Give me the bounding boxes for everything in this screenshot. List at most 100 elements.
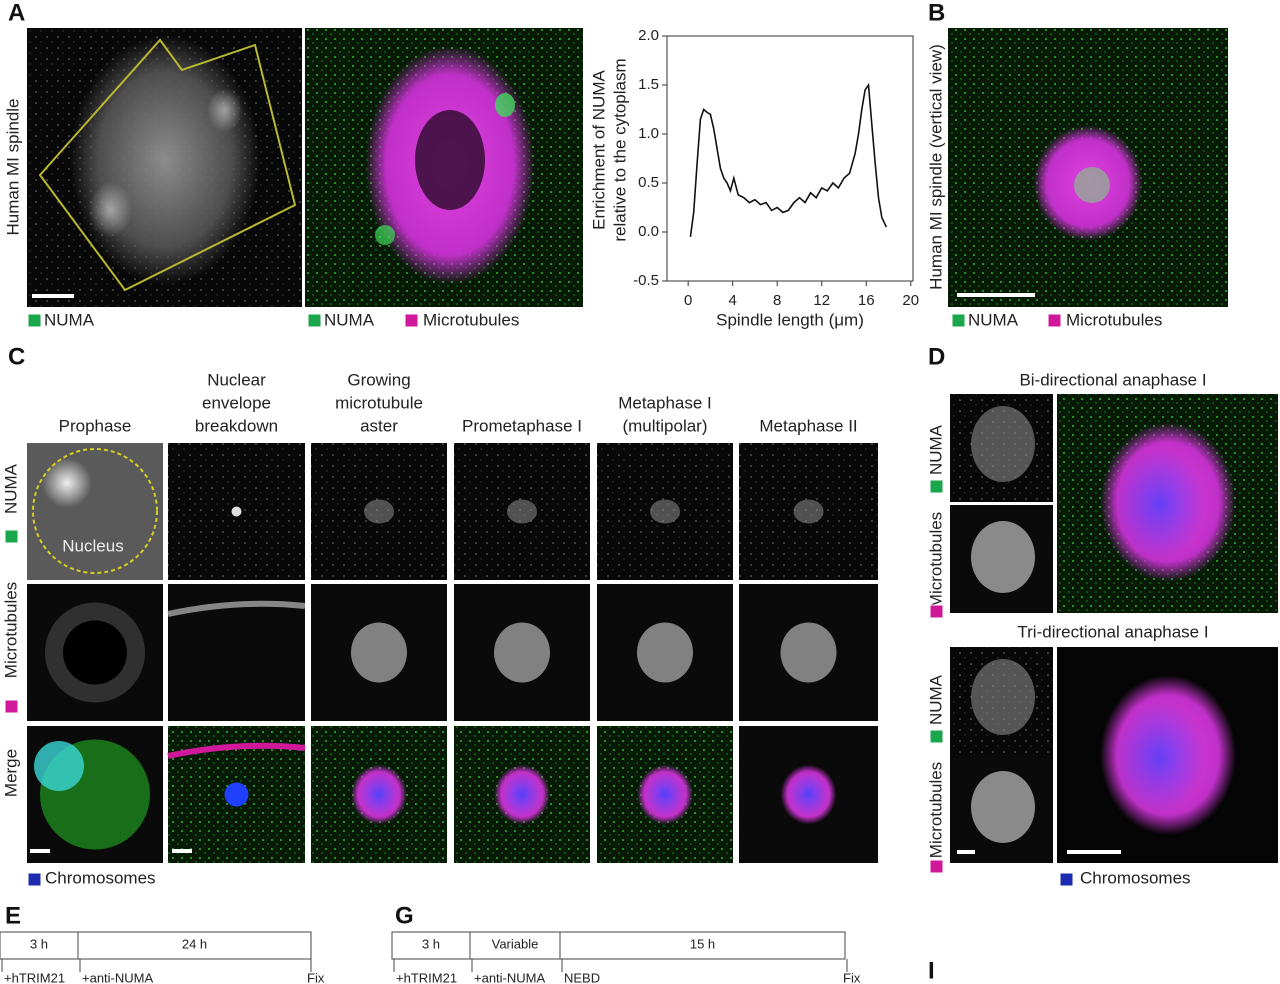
panel-letter: E (5, 902, 21, 929)
event-label: +hTRIM21 (396, 970, 457, 984)
signal (415, 110, 485, 210)
legend-label: Microtubules (423, 310, 519, 329)
legend-swatch (951, 313, 966, 328)
signal (359, 772, 399, 817)
x-axis-label: Spindle length (μm) (716, 310, 864, 329)
membrane (167, 742, 306, 759)
scale-bar (957, 850, 975, 854)
signal (971, 771, 1035, 843)
signal (793, 499, 824, 524)
y-tick-label: 0.5 (638, 174, 659, 191)
nucleus-outline (32, 448, 158, 574)
signal (70, 35, 260, 285)
annotation: Nucleus (62, 536, 123, 555)
event-label: +anti-NUMA (474, 970, 545, 984)
segment-label: 24 h (182, 936, 207, 951)
x-tick-label: 12 (813, 292, 830, 309)
legend-label: Chromosomes (45, 868, 156, 887)
panel-letter: I (928, 957, 935, 984)
signal (780, 622, 837, 683)
column-header: Metaphase II (759, 416, 857, 435)
y-tick-label: 1.0 (638, 125, 659, 142)
x-tick-label: 20 (902, 292, 919, 309)
legend-swatch (929, 604, 944, 619)
legend-swatch (1047, 313, 1062, 328)
scale-bar (957, 293, 1035, 297)
signal (650, 499, 680, 524)
x-tick-label: 8 (773, 292, 781, 309)
legend-swatch (929, 479, 944, 494)
row-label: Microtubules (926, 762, 945, 858)
signal (1115, 702, 1205, 812)
timeline-segment (77, 931, 312, 960)
signal (63, 620, 127, 685)
x-tick-label: 4 (729, 292, 737, 309)
row-label: NUMA (926, 674, 945, 725)
legend-swatch (404, 313, 419, 328)
segment-label: 3 h (422, 936, 440, 951)
legend-label: NUMA (44, 310, 95, 329)
segment-label: 15 h (690, 936, 715, 951)
legend-label: Chromosomes (1080, 868, 1191, 887)
panel-title: Bi-directional anaphase I (1019, 370, 1206, 389)
micrograph (27, 443, 163, 580)
legend-swatch (4, 529, 19, 544)
y-tick-label: 0.0 (638, 223, 659, 240)
x-tick-label: 16 (858, 292, 875, 309)
y-tick-label: 2.0 (638, 27, 659, 44)
signal (495, 93, 515, 117)
legend-swatch (27, 313, 42, 328)
y-axis-label: Human MI spindle (3, 98, 22, 235)
signal (645, 772, 685, 817)
signal (971, 521, 1035, 593)
column-header: Prophase (59, 416, 132, 435)
row-label: NUMA (926, 424, 945, 475)
legend-swatch (307, 313, 322, 328)
column-header: Growing (347, 370, 410, 389)
legend-label: Microtubules (1066, 310, 1162, 329)
y-axis-label: relative to the cytoplasm (610, 58, 629, 241)
roi-outline (38, 38, 297, 292)
legend-swatch (27, 872, 42, 887)
signal (364, 499, 394, 524)
y-axis-label: Enrichment of NUMA (589, 70, 608, 230)
x-tick-label: 0 (684, 292, 692, 309)
signal (788, 772, 829, 817)
panel-letter: C (8, 343, 25, 370)
membrane (167, 600, 306, 617)
y-tick-label: -0.5 (633, 272, 659, 289)
signal (231, 506, 242, 517)
signal (971, 659, 1035, 735)
signal (637, 622, 693, 683)
panel-letter: B (928, 0, 945, 26)
signal (351, 622, 407, 683)
column-header: Metaphase I (618, 393, 712, 412)
scale-bar (30, 849, 50, 853)
signal (494, 622, 550, 683)
column-header: breakdown (195, 416, 278, 435)
signal (1115, 449, 1205, 559)
event-label: Fix (843, 970, 861, 984)
column-header: Nuclear (207, 370, 266, 389)
row-label: NUMA (1, 463, 20, 514)
column-header: microtubule (335, 393, 423, 412)
row-label: Merge (1, 749, 20, 797)
signal (502, 772, 542, 817)
column-header: Prometaphase I (462, 416, 582, 435)
panel-letter: D (928, 343, 945, 370)
scale-bar (32, 294, 74, 298)
timeline-segment (559, 931, 846, 960)
event-label: NEBD (564, 970, 600, 984)
event-label: +anti-NUMA (82, 970, 153, 984)
scale-bar (1067, 850, 1121, 854)
legend-swatch (929, 729, 944, 744)
event-label: Fix (307, 970, 325, 984)
signal (224, 782, 249, 807)
legend-label: NUMA (324, 310, 375, 329)
signal (42, 458, 92, 508)
segment-label: Variable (492, 936, 539, 951)
signal (207, 88, 243, 132)
legend-swatch (929, 859, 944, 874)
